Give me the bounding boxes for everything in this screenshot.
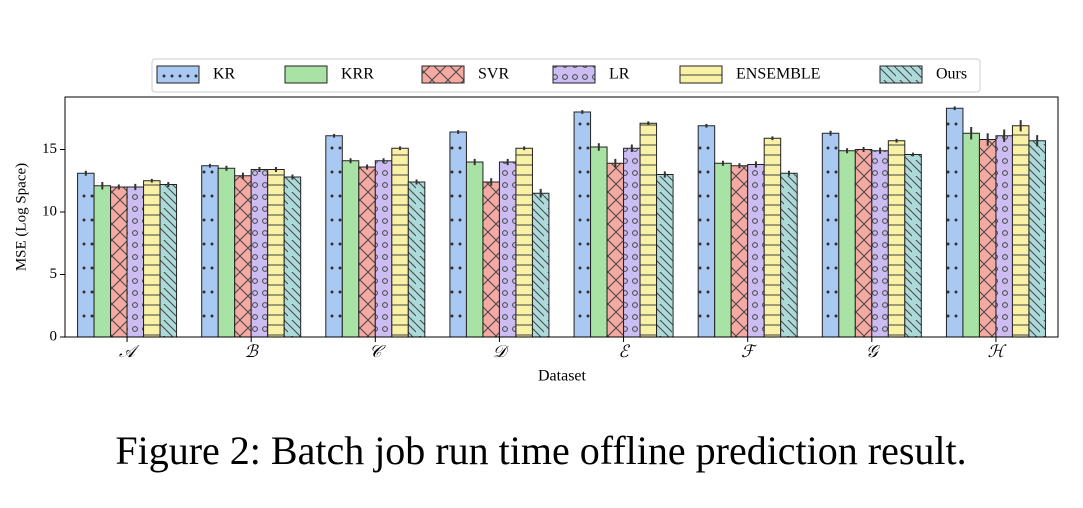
legend-label: ENSEMBLE: [736, 66, 820, 83]
legend-swatch: [284, 65, 328, 84]
bar: [143, 180, 161, 338]
bar: [126, 186, 145, 338]
plot-frame: [64, 96, 1059, 338]
bar: [341, 160, 360, 338]
bar: [515, 147, 533, 338]
bar: [978, 139, 997, 338]
bar: [623, 147, 641, 338]
bar: [110, 186, 128, 338]
bar: [250, 169, 269, 338]
bar: [995, 135, 1013, 338]
bar: [904, 154, 922, 338]
bar: [763, 137, 782, 338]
bar: [639, 122, 658, 338]
bar: [283, 176, 302, 338]
bar: [821, 132, 840, 338]
legend-swatch: [421, 65, 465, 84]
bar: [482, 181, 500, 338]
y-tick-label: 0: [50, 328, 58, 344]
bar: [77, 172, 95, 338]
legend-label: SVR: [478, 66, 509, 83]
bar: [730, 165, 749, 338]
legend-label: KR: [213, 66, 236, 83]
y-tick-label: 15: [42, 141, 57, 157]
bar: [465, 161, 484, 338]
bar: [1028, 140, 1046, 338]
x-tick-label: ℱ: [741, 342, 758, 361]
bar: [407, 181, 426, 338]
bar: [391, 147, 409, 338]
bar: [267, 169, 285, 338]
y-tick-label: 5: [50, 266, 58, 282]
bar: [962, 132, 980, 338]
legend-swatch: [879, 65, 923, 84]
bar: [1011, 125, 1030, 338]
bar: [159, 184, 178, 338]
legend-label: Ours: [936, 66, 967, 83]
bar: [747, 164, 765, 338]
bar: [217, 167, 236, 338]
bar: [714, 162, 732, 338]
bar: [590, 146, 608, 338]
x-tick-label: ℬ: [245, 342, 260, 361]
bar: [531, 192, 550, 338]
x-axis-label: Dataset: [538, 368, 587, 385]
bar: [854, 149, 873, 338]
bar: [201, 165, 219, 338]
y-tick-label: 10: [42, 203, 57, 219]
bar: [945, 107, 964, 338]
x-tick-label: ℰ: [618, 342, 630, 361]
x-tick-label: 𝒞: [369, 342, 386, 361]
bar: [374, 160, 393, 338]
bar: [358, 166, 376, 338]
x-tick-label: 𝒜: [119, 342, 140, 361]
legend-label: LR: [609, 66, 630, 83]
bar: [325, 135, 343, 338]
bar: [93, 185, 112, 338]
x-tick-label: 𝒟: [493, 342, 510, 361]
legend-swatch: [552, 65, 596, 84]
bar: [606, 162, 625, 338]
bar: [780, 172, 798, 338]
bar: [498, 161, 517, 338]
bar: [887, 140, 906, 338]
bar: [234, 175, 252, 338]
bar: [697, 125, 716, 338]
bar: [449, 131, 467, 338]
x-tick-label: ℋ: [988, 342, 1008, 361]
bar: [838, 150, 856, 338]
bar: [656, 174, 674, 338]
y-axis-label: MSE (Log Space): [13, 163, 29, 271]
legend-label: KRR: [341, 66, 374, 83]
bar: [573, 111, 592, 338]
x-tick-label: 𝒢: [866, 342, 881, 361]
caption: Figure 2: Batch job run time offline pre…: [115, 428, 966, 473]
bar: [871, 150, 889, 338]
legend-swatch: [679, 65, 723, 84]
legend-swatch: [156, 65, 200, 84]
